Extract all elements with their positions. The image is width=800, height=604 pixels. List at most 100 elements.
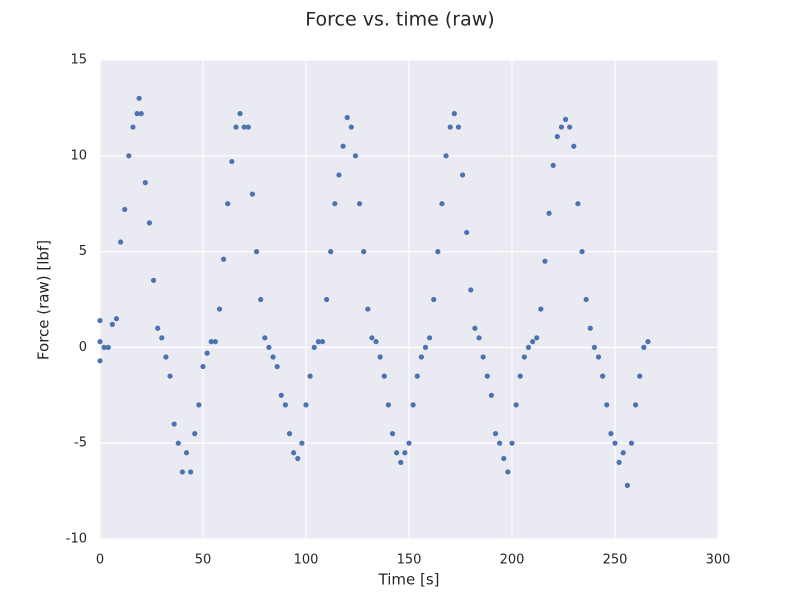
point bbox=[604, 402, 610, 408]
point bbox=[311, 344, 317, 350]
point bbox=[266, 344, 272, 350]
point bbox=[270, 354, 276, 360]
x-tick-label: 0 bbox=[96, 553, 104, 568]
point bbox=[637, 373, 643, 379]
point bbox=[608, 431, 614, 437]
point bbox=[291, 450, 297, 456]
point bbox=[159, 335, 165, 341]
point bbox=[155, 325, 161, 331]
point bbox=[385, 402, 391, 408]
y-tick-label: 0 bbox=[79, 340, 87, 355]
point bbox=[381, 373, 387, 379]
point bbox=[612, 440, 618, 446]
point bbox=[538, 306, 544, 312]
point bbox=[295, 455, 301, 462]
point bbox=[278, 392, 284, 398]
y-tick-label: -10 bbox=[66, 532, 87, 547]
point bbox=[225, 201, 231, 207]
point bbox=[443, 153, 449, 159]
point bbox=[550, 162, 556, 168]
point bbox=[307, 373, 313, 379]
point bbox=[542, 258, 548, 264]
point bbox=[628, 440, 635, 446]
point bbox=[315, 339, 321, 345]
point bbox=[484, 373, 490, 379]
point bbox=[464, 229, 470, 236]
point bbox=[274, 363, 280, 370]
point bbox=[591, 344, 598, 350]
point bbox=[459, 172, 466, 178]
y-tick-label: 5 bbox=[79, 244, 87, 259]
point bbox=[249, 191, 256, 197]
point bbox=[221, 256, 227, 262]
point bbox=[97, 358, 103, 364]
point bbox=[422, 344, 429, 350]
point bbox=[216, 306, 223, 312]
point bbox=[427, 335, 433, 341]
point bbox=[373, 339, 379, 345]
point bbox=[118, 239, 124, 245]
point bbox=[476, 335, 482, 341]
point bbox=[455, 124, 462, 130]
point bbox=[109, 321, 115, 328]
y-axis-label: Force (raw) [lbf] bbox=[35, 240, 53, 360]
point bbox=[587, 325, 593, 331]
point bbox=[620, 450, 626, 456]
point bbox=[361, 249, 367, 255]
point bbox=[480, 354, 486, 360]
point bbox=[241, 124, 247, 130]
point bbox=[530, 339, 536, 345]
point bbox=[299, 440, 305, 446]
point bbox=[575, 201, 581, 207]
point bbox=[188, 469, 194, 475]
point bbox=[150, 277, 157, 283]
point bbox=[501, 455, 507, 462]
point bbox=[183, 450, 190, 456]
point bbox=[439, 201, 445, 207]
point bbox=[525, 344, 532, 350]
y-tick-label: 10 bbox=[70, 148, 87, 163]
x-tick-label: 200 bbox=[500, 553, 525, 568]
point bbox=[237, 111, 243, 117]
point bbox=[352, 153, 359, 159]
point bbox=[163, 354, 169, 360]
x-axis-label: Time [s] bbox=[378, 571, 440, 589]
point bbox=[196, 402, 202, 408]
point bbox=[356, 201, 363, 207]
point bbox=[212, 339, 218, 345]
point bbox=[97, 339, 103, 345]
point bbox=[258, 296, 264, 303]
point bbox=[447, 124, 453, 130]
point bbox=[303, 402, 309, 408]
point bbox=[546, 210, 552, 216]
point bbox=[394, 450, 400, 456]
y-tick-label: 15 bbox=[70, 53, 87, 68]
point bbox=[398, 459, 404, 465]
chart-title: Force vs. time (raw) bbox=[305, 9, 494, 31]
point bbox=[472, 325, 478, 331]
point bbox=[208, 339, 214, 345]
point bbox=[451, 111, 457, 117]
point bbox=[340, 143, 346, 149]
point bbox=[253, 249, 260, 255]
point bbox=[348, 124, 354, 130]
x-tick-label: 300 bbox=[706, 553, 731, 568]
point bbox=[200, 363, 206, 370]
point bbox=[336, 172, 342, 178]
point bbox=[509, 440, 515, 446]
point bbox=[645, 339, 651, 345]
point bbox=[130, 124, 136, 130]
point bbox=[369, 335, 375, 341]
point bbox=[113, 316, 120, 322]
point bbox=[286, 431, 293, 437]
point bbox=[142, 180, 148, 186]
point bbox=[179, 469, 185, 475]
x-tick-label: 250 bbox=[603, 553, 628, 568]
y-tick-label: -5 bbox=[74, 436, 87, 451]
point bbox=[146, 220, 153, 226]
point bbox=[600, 373, 606, 379]
point bbox=[138, 111, 144, 117]
point bbox=[583, 296, 589, 303]
point bbox=[468, 287, 474, 293]
point bbox=[633, 402, 639, 408]
